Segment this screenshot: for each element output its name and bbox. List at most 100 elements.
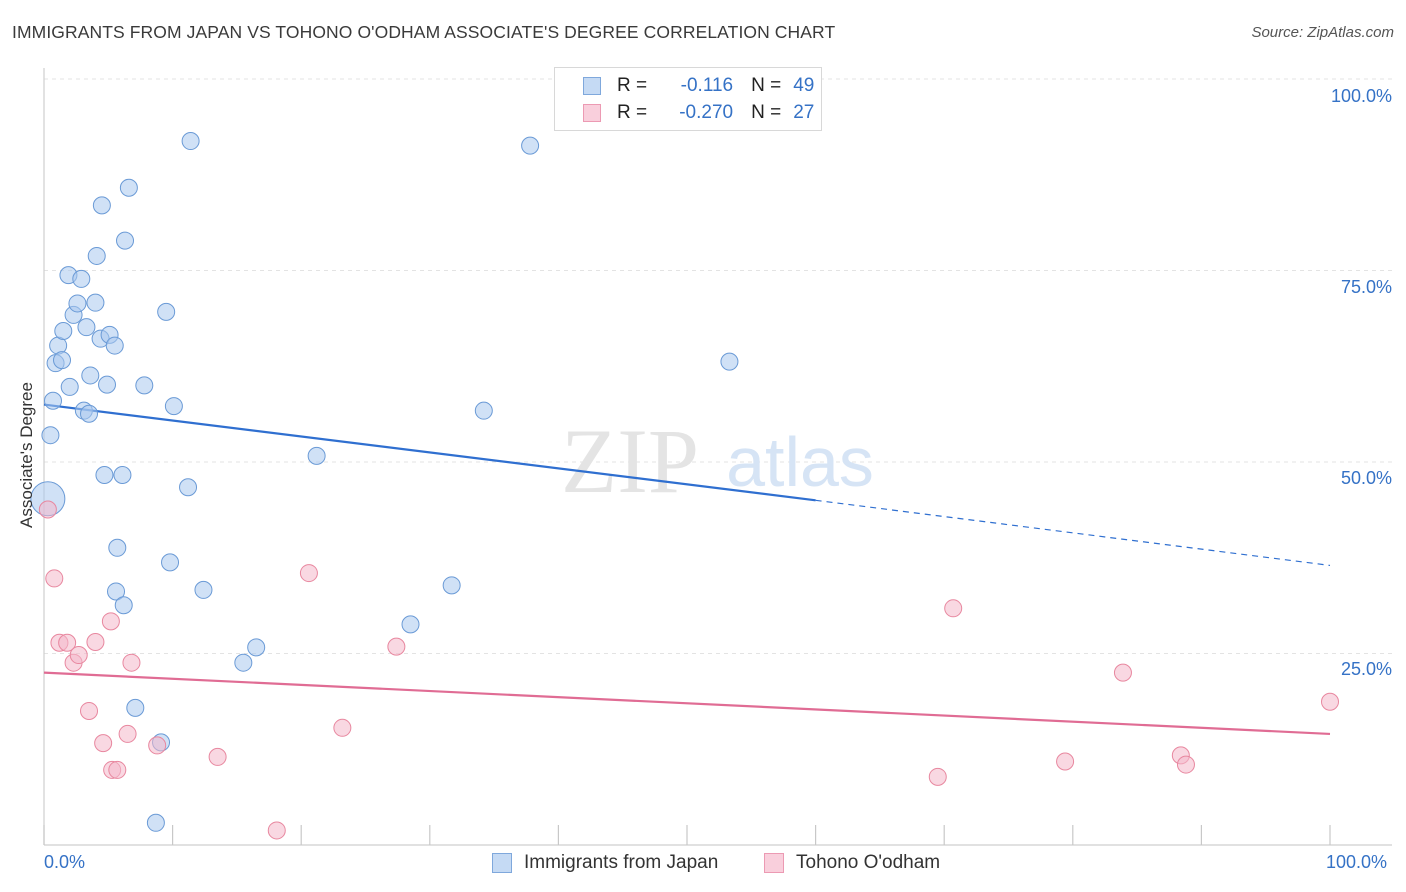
- point-series-0: [720, 352, 739, 371]
- legend-n-value: 49: [793, 75, 815, 96]
- point-series-0: [521, 136, 540, 155]
- point-series-0: [80, 404, 99, 423]
- x-tick-right: 100.0%: [1326, 852, 1388, 872]
- point-series-0: [108, 538, 127, 557]
- legend-r-label: R =: [617, 102, 648, 123]
- point-series-0: [68, 294, 87, 313]
- point-series-0: [54, 322, 73, 341]
- chart-title: IMMIGRANTS FROM JAPAN VS TOHONO O'ODHAM …: [12, 22, 836, 42]
- point-series-0: [401, 615, 420, 634]
- legend-row-tohono: R = -0.270 N = 27: [583, 100, 814, 126]
- series-label-japan: Immigrants from Japan: [524, 852, 719, 873]
- point-series-0: [179, 478, 198, 497]
- y-tick-75: 75.0%: [1340, 277, 1392, 297]
- point-series-0: [307, 446, 326, 465]
- stats-legend: R = -0.116 N = 49 R = -0.270 N = 27: [554, 67, 822, 131]
- legend-r-value: -0.270: [679, 102, 734, 123]
- point-series-0: [81, 366, 100, 385]
- legend-row-japan: R = -0.116 N = 49: [583, 73, 814, 99]
- point-series-1: [101, 612, 120, 631]
- point-series-1: [1056, 752, 1075, 771]
- legend-n-value: 27: [793, 102, 815, 123]
- point-series-0: [98, 375, 117, 394]
- point-series-0: [119, 178, 138, 197]
- point-series-0: [442, 576, 461, 595]
- point-series-1: [299, 564, 318, 583]
- data-points: [30, 132, 1339, 840]
- legend-r-label: R =: [617, 75, 648, 96]
- point-series-0: [113, 466, 132, 485]
- point-series-0: [41, 426, 60, 445]
- point-series-1: [86, 633, 105, 652]
- watermark-atlas: atlas: [726, 423, 874, 501]
- legend-r-value: -0.116: [680, 75, 734, 96]
- point-series-0: [95, 466, 114, 485]
- point-series-0: [72, 269, 91, 288]
- point-series-1: [333, 718, 352, 737]
- point-series-0: [194, 580, 213, 599]
- legend-swatch-japan: [583, 77, 601, 95]
- point-series-0: [60, 377, 79, 396]
- point-series-1: [1176, 755, 1195, 774]
- trend-line-extension-series-0: [815, 499, 1331, 567]
- point-series-1: [148, 736, 167, 755]
- legend-swatch-tohono: [583, 104, 601, 122]
- point-series-1: [45, 569, 64, 588]
- point-series-1: [69, 646, 88, 665]
- point-series-0: [105, 336, 124, 355]
- point-series-0: [164, 397, 183, 416]
- point-series-0: [146, 813, 165, 832]
- point-series-0: [86, 293, 105, 312]
- point-series-0: [87, 246, 106, 265]
- point-series-1: [58, 633, 77, 652]
- watermark-zip: ZIP: [561, 410, 699, 512]
- point-series-1: [387, 637, 406, 656]
- point-series-1: [928, 767, 947, 786]
- series-label-tohono: Tohono O'odham: [796, 852, 941, 873]
- point-series-0: [181, 132, 200, 151]
- trend-line-series-1: [43, 671, 1331, 736]
- y-tick-25: 25.0%: [1340, 659, 1392, 679]
- series-legend-japan: Immigrants from Japan: [492, 852, 718, 874]
- point-series-0: [135, 376, 154, 395]
- point-series-1: [1321, 692, 1339, 711]
- point-series-1: [80, 701, 99, 720]
- trend-line-series-0: [43, 403, 816, 502]
- watermark: ZIP atlas: [561, 410, 874, 512]
- point-series-0: [107, 582, 126, 601]
- legend-n-label: N =: [751, 102, 782, 123]
- point-series-1: [208, 747, 227, 766]
- point-series-0: [126, 698, 145, 717]
- x-tick-left: 0.0%: [44, 852, 86, 872]
- point-series-0: [247, 638, 266, 657]
- point-series-1: [1113, 663, 1132, 682]
- point-series-1: [108, 760, 127, 779]
- y-axis-label: Associate's Degree: [17, 382, 36, 528]
- point-series-1: [944, 599, 963, 618]
- point-series-0: [44, 391, 63, 410]
- point-series-0: [161, 553, 180, 572]
- point-series-1: [94, 734, 113, 753]
- point-series-1: [118, 724, 137, 743]
- point-series-1: [267, 821, 286, 840]
- legend-n-label: N =: [751, 75, 782, 96]
- point-series-1: [38, 500, 57, 519]
- point-series-0: [234, 653, 253, 672]
- y-tick-50: 50.0%: [1340, 468, 1392, 488]
- point-series-0: [474, 401, 493, 420]
- point-series-0: [92, 196, 111, 215]
- series-legend-tohono: Tohono O'odham: [764, 852, 940, 874]
- series-swatch-japan: [492, 853, 512, 873]
- point-series-0: [157, 302, 176, 321]
- axes: [43, 68, 1392, 846]
- point-series-0: [53, 351, 72, 370]
- trend-lines: [43, 403, 1331, 736]
- source-label: Source: ZipAtlas.com: [1251, 24, 1394, 41]
- grid-lines: [44, 78, 1392, 654]
- y-tick-100: 100.0%: [1330, 86, 1392, 106]
- series-swatch-tohono: [764, 853, 784, 873]
- point-series-0: [114, 596, 133, 615]
- point-series-0: [116, 231, 135, 250]
- point-series-1: [122, 653, 141, 672]
